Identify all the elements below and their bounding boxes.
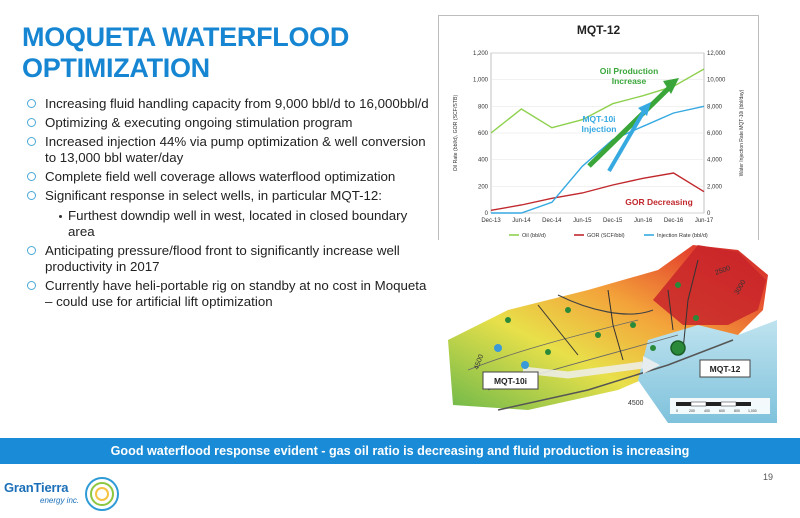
injection-annotation-line-1: MQT-10i [582, 114, 615, 124]
bullet-text: Optimizing & executing ongoing stimulati… [45, 115, 353, 130]
bullet-text: Significant response in select wells, in… [45, 188, 382, 203]
chart-canvas: 1,200 12,000 1,000 10,000 800 8,000 600 6,000 40… [453, 51, 745, 239]
right-tick-label: 10,000 [707, 78, 726, 84]
bullet-text: Increased injection 44% via pump optimiz… [45, 134, 426, 165]
sub-bullet-item: Furthest downdip well in west, located i… [26, 208, 436, 240]
right-axis-label: Water Injection Rate MQT-10i (bbl/day) [739, 89, 745, 176]
page-title: MOQUETA WATERFLOOD OPTIMIZATION [22, 22, 422, 84]
bullet-item: Increased injection 44% via pump optimiz… [26, 134, 436, 166]
chart-title: MQT-12 [576, 23, 621, 37]
page-number: 19 [763, 472, 774, 482]
series-line-injection [491, 105, 705, 214]
structure-map-graphic: 4500 4500 2500 3000 MQT-10i MQT-12 0 200… [438, 240, 777, 423]
production-chart: 1,200 12,000 1,000 10,000 800 8,000 600 6,000 40… [438, 15, 759, 250]
legend-label: GOR (SCF/bbl) [587, 233, 625, 239]
bullet-list: Increasing fluid handling capacity from … [26, 96, 436, 313]
injection-annotation-line-2: Injection [582, 124, 617, 134]
svg-text:0: 0 [676, 409, 678, 413]
svg-text:400: 400 [704, 409, 710, 413]
svg-text:2500: 2500 [714, 265, 731, 277]
x-tick-label: Jun-15 [573, 218, 592, 224]
bullet-text: Increasing fluid handling capacity from … [45, 96, 429, 111]
svg-text:4500: 4500 [473, 354, 485, 371]
series-line-gor [490, 172, 705, 211]
bullet-item: Significant response in select wells, in… [26, 188, 436, 204]
injection-arrow [607, 109, 646, 173]
bullet-item: Optimizing & executing ongoing stimulati… [26, 115, 436, 131]
left-tick-label: 400 [478, 158, 489, 164]
x-tick-label: Dec-15 [603, 218, 623, 224]
right-tick-label: 6,000 [707, 131, 723, 137]
logo-subtitle: energy inc. [40, 496, 80, 505]
dot-bullet-icon [59, 215, 62, 218]
svg-text:1,000: 1,000 [748, 409, 757, 413]
circle-bullet-icon [27, 246, 36, 255]
legend-label: Oil (bbl/d) [522, 233, 546, 239]
oil-increase-arrowhead [663, 78, 679, 94]
sub-bullet-text: Furthest downdip well in west, located i… [68, 208, 408, 239]
right-tick-label: 12,000 [707, 51, 726, 57]
left-tick-label: 600 [478, 131, 489, 137]
right-tick-label: 2,000 [707, 184, 723, 190]
right-tick-label: 0 [707, 211, 711, 217]
bullet-item: Complete field well coverage allows wate… [26, 169, 436, 185]
circle-bullet-icon [27, 191, 36, 200]
bullet-text: Complete field well coverage allows wate… [45, 169, 396, 184]
left-tick-label: 1,000 [473, 78, 489, 84]
left-tick-label: 1,200 [473, 51, 489, 57]
right-tick-label: 8,000 [707, 104, 723, 110]
summary-banner: Good waterflood response evident - gas o… [0, 438, 800, 464]
x-tick-label: Jun-14 [512, 218, 531, 224]
bullet-item: Anticipating pressure/flood front to sig… [26, 243, 436, 275]
circle-bullet-icon [27, 137, 36, 146]
injection-arrowhead [638, 102, 651, 116]
bullet-text: Currently have heli-portable rig on stan… [45, 278, 427, 309]
svg-text:200: 200 [689, 409, 695, 413]
x-tick-label: Jun-16 [634, 218, 653, 224]
legend-label: Injection Rate (bbl/d) [657, 233, 708, 239]
left-tick-label: 200 [478, 184, 489, 190]
bullet-item: Currently have heli-portable rig on stan… [26, 278, 436, 310]
circle-bullet-icon [27, 172, 36, 181]
svg-text:800: 800 [734, 409, 740, 413]
bullet-item: Increasing fluid handling capacity from … [26, 96, 436, 112]
circle-bullet-icon [27, 99, 36, 108]
gran-tierra-logo: GranTierra energy inc. [0, 470, 130, 514]
x-tick-label: Jun-17 [695, 218, 714, 224]
circle-bullet-icon [27, 281, 36, 290]
left-axis-label: Oil Rate (bbl/d), GOR (SCF/STB) [453, 95, 459, 172]
svg-text:4500: 4500 [628, 400, 644, 407]
left-tick-label: 0 [485, 211, 489, 217]
gor-annotation: GOR Decreasing [625, 197, 693, 207]
oil-annotation-line-1: Oil Production [600, 66, 659, 76]
title-line-1: MOQUETA WATERFLOOD [22, 22, 350, 52]
logo-name: GranTierra [4, 480, 69, 495]
x-tick-label: Dec-16 [664, 218, 684, 224]
x-tick-label: Dec-13 [481, 218, 501, 224]
structure-map: 4500 4500 2500 3000 MQT-10i MQT-12 0 200… [438, 240, 777, 423]
right-tick-label: 4,000 [707, 158, 723, 164]
oil-increase-arrow [587, 86, 671, 168]
oil-annotation-line-2: Increase [612, 76, 647, 86]
label-mqt-12: MQT-12 [710, 364, 741, 374]
x-tick-label: Dec-14 [542, 218, 562, 224]
svg-text:600: 600 [719, 409, 725, 413]
bullet-text: Anticipating pressure/flood front to sig… [45, 243, 400, 274]
title-line-2: OPTIMIZATION [22, 53, 210, 83]
label-mqt-10i: MQT-10i [494, 376, 527, 386]
map-scale-bar: 0 200 400 600 800 1,000 [670, 398, 770, 414]
left-tick-label: 800 [478, 104, 489, 110]
logo-rings-icon [85, 477, 119, 511]
circle-bullet-icon [27, 118, 36, 127]
